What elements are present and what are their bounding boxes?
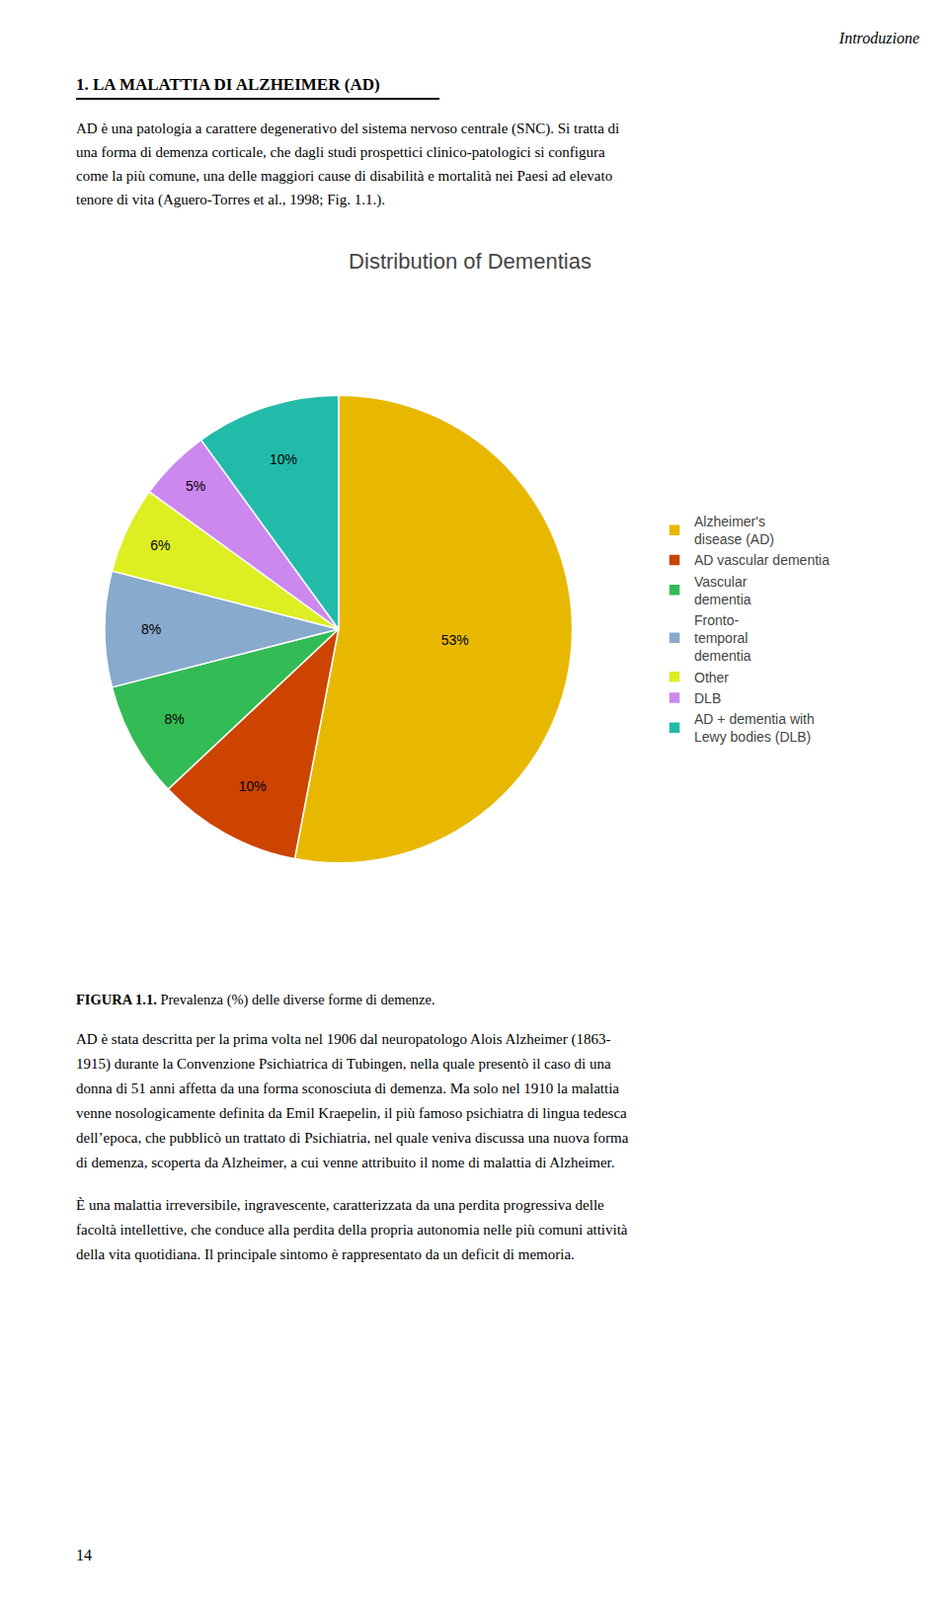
svg-text:Alzheimer'sdisease (AD): Alzheimer'sdisease (AD) xyxy=(694,513,775,548)
html-text:14: 14 xyxy=(76,1546,92,1564)
html-text:AD è una patologia a carattere: AD è una patologia a carattere degenerat… xyxy=(76,120,620,208)
html-text:È una malattia irreversibile,: È una malattia irreversibile, ingravesce… xyxy=(76,1196,628,1263)
html-text:FIGURA 1.1. Prevalenza (%) del: FIGURA 1.1. Prevalenza (%) delle diverse… xyxy=(76,991,436,1008)
svg-text:AD vascular dementia: AD vascular dementia xyxy=(694,552,830,568)
html-text:1. LA MALATTIA DI ALZHEIMER (A: 1. LA MALATTIA DI ALZHEIMER (AD) xyxy=(76,75,380,94)
svg-text:8%: 8% xyxy=(164,711,185,727)
svg-text:Other: Other xyxy=(694,669,729,686)
svg-text:Distribution of Dementias: Distribution of Dementias xyxy=(348,248,592,274)
html-text:Introduzione: Introduzione xyxy=(839,29,920,47)
svg-text:10%: 10% xyxy=(238,778,267,794)
svg-text:AD + dementia withLewy bodies: AD + dementia withLewy bodies (DLB) xyxy=(694,711,815,745)
svg-text:6%: 6% xyxy=(150,537,170,553)
svg-text:53%: 53% xyxy=(441,632,470,648)
svg-text:Vasculardementia: Vasculardementia xyxy=(694,573,752,608)
svg-text:Fronto-temporaldementia: Fronto-temporaldementia xyxy=(694,612,752,664)
svg-text:10%: 10% xyxy=(269,451,298,468)
svg-text:5%: 5% xyxy=(185,477,206,494)
svg-text:8%: 8% xyxy=(141,621,161,637)
svg-text:DLB: DLB xyxy=(694,690,721,707)
html-text:AD è stata descritta per la pr: AD è stata descritta per la prima volta … xyxy=(76,1030,629,1171)
